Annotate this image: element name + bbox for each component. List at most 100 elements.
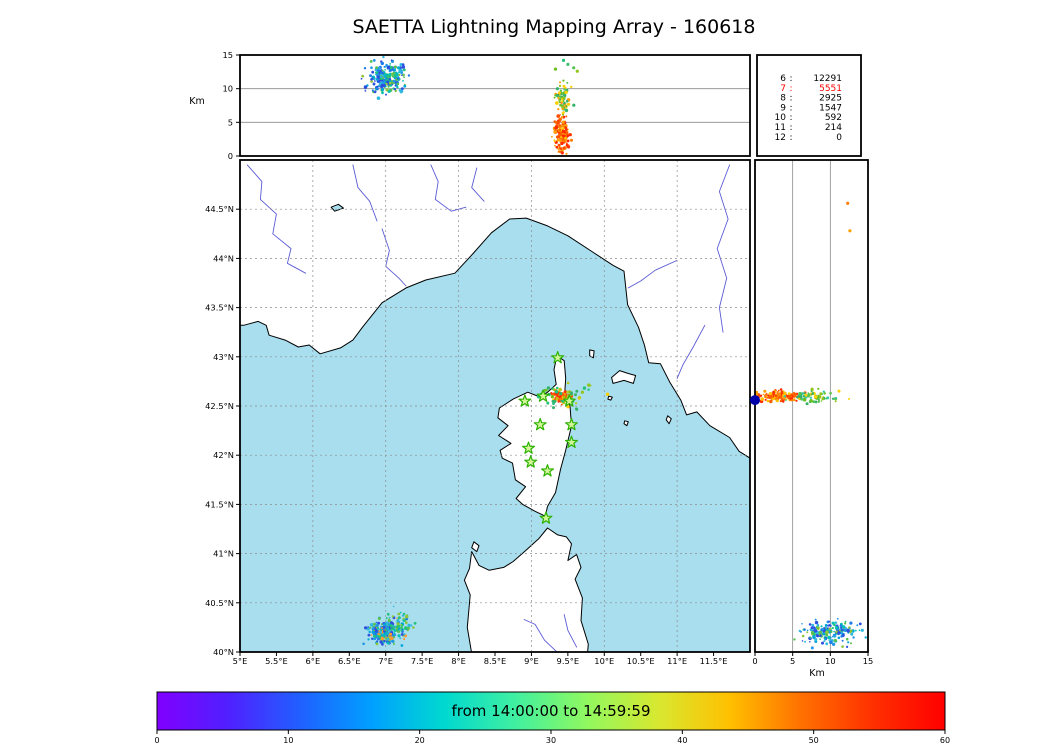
west-storm-map-tail bbox=[384, 605, 417, 645]
lightning-point bbox=[815, 638, 818, 641]
station-star bbox=[533, 417, 547, 431]
lightning-point bbox=[397, 612, 401, 616]
lightning-point bbox=[367, 638, 370, 641]
lightning-point bbox=[850, 642, 852, 645]
lon-tick-label: 6.5°E bbox=[338, 656, 361, 666]
lightning-point bbox=[406, 626, 410, 630]
lightning-point bbox=[831, 642, 836, 646]
lightning-point bbox=[809, 399, 813, 403]
pianosa bbox=[607, 395, 613, 401]
stats-count: 12291 bbox=[813, 74, 842, 84]
lightning-point bbox=[840, 632, 843, 635]
stray-lightning-point bbox=[566, 62, 570, 66]
lightning-point bbox=[557, 108, 560, 111]
lightning-point bbox=[407, 74, 411, 77]
lightning-point bbox=[390, 636, 394, 641]
lightning-point bbox=[826, 396, 830, 400]
lightning-point bbox=[829, 640, 833, 645]
lightning-point bbox=[373, 622, 376, 626]
lightning-point bbox=[557, 400, 560, 403]
lightning-point bbox=[397, 630, 400, 633]
alt-tick-label-side: 15 bbox=[863, 656, 874, 666]
alt-tick-label-side: 10 bbox=[825, 656, 836, 666]
lightning-point bbox=[827, 624, 830, 627]
lightning-point bbox=[367, 626, 369, 628]
lightning-point bbox=[380, 61, 384, 66]
lightning-point bbox=[407, 623, 411, 628]
stray-lightning-point bbox=[846, 201, 850, 205]
lightning-point bbox=[558, 391, 563, 396]
lightning-point bbox=[402, 74, 405, 76]
lightning-point bbox=[825, 630, 829, 634]
lightning-point bbox=[817, 400, 820, 403]
lightning-point bbox=[396, 82, 400, 86]
lightning-point bbox=[553, 130, 557, 134]
lightning-point bbox=[566, 81, 569, 84]
lightning-point bbox=[555, 145, 559, 149]
lightning-point bbox=[798, 629, 801, 633]
lon-tick-label: 10.5°E bbox=[627, 656, 655, 666]
lightning-point bbox=[570, 138, 573, 142]
lightning-point bbox=[404, 614, 409, 619]
lightning-point bbox=[797, 397, 801, 400]
lightning-point bbox=[398, 73, 401, 76]
lightning-point bbox=[396, 617, 398, 619]
lightning-point bbox=[864, 636, 867, 639]
lightning-point bbox=[809, 396, 813, 399]
lon-tick-label: 7.5°E bbox=[411, 656, 434, 666]
lat-tick-label: 41°N bbox=[213, 549, 234, 559]
lightning-point bbox=[843, 628, 847, 632]
lightning-point bbox=[828, 620, 831, 623]
stats-station-number: 10 bbox=[775, 113, 787, 123]
lon-tick-label: 10°E bbox=[594, 656, 614, 666]
lightning-point bbox=[380, 75, 383, 79]
lightning-point bbox=[769, 399, 773, 404]
lightning-point bbox=[578, 396, 582, 399]
lightning-point bbox=[781, 390, 784, 393]
lightning-point bbox=[553, 120, 556, 123]
altitude-longitude-panel bbox=[240, 55, 750, 155]
lightning-point bbox=[802, 628, 804, 631]
lightning-point bbox=[832, 633, 836, 637]
lightning-point bbox=[821, 397, 825, 401]
lightning-point bbox=[410, 624, 413, 627]
lightning-point bbox=[562, 79, 565, 82]
lightning-point bbox=[554, 144, 556, 147]
map-panel bbox=[240, 160, 750, 652]
alt-axis-label-top: Km bbox=[189, 96, 204, 107]
lake-serre-poncon bbox=[330, 203, 344, 212]
lightning-point bbox=[807, 392, 810, 394]
sardinia bbox=[463, 527, 589, 652]
river-sardinia-east bbox=[563, 614, 578, 648]
lightning-point bbox=[397, 634, 401, 638]
lightning-point bbox=[785, 399, 787, 401]
river-tiber bbox=[716, 164, 731, 333]
lightning-point bbox=[805, 402, 809, 406]
lightning-point bbox=[801, 623, 803, 625]
alt-axis-label-side: Km bbox=[809, 668, 824, 679]
lightning-point bbox=[380, 625, 382, 628]
lightning-point bbox=[811, 392, 815, 395]
lightning-point bbox=[364, 90, 367, 92]
station-star bbox=[551, 351, 565, 364]
lightning-point bbox=[825, 633, 829, 637]
lightning-point bbox=[376, 624, 379, 627]
stats-station-number: 9 bbox=[780, 103, 786, 113]
lightning-point bbox=[399, 637, 402, 640]
lightning-point bbox=[383, 632, 387, 635]
lightning-point bbox=[376, 631, 379, 634]
stats-colon: : bbox=[789, 103, 792, 113]
lightning-point bbox=[369, 626, 372, 629]
lightning-point bbox=[563, 88, 566, 91]
lightning-point bbox=[559, 114, 561, 116]
lightning-point bbox=[566, 381, 570, 385]
lightning-point bbox=[393, 65, 397, 69]
stats-count: 1547 bbox=[819, 103, 842, 113]
lightning-point bbox=[371, 70, 375, 74]
lightning-point bbox=[397, 66, 400, 69]
lightning-point bbox=[546, 386, 551, 390]
lightning-point bbox=[561, 137, 564, 140]
lightning-point bbox=[766, 399, 770, 403]
corsica-storm-alt-low bbox=[551, 101, 573, 155]
lightning-point bbox=[390, 59, 393, 62]
